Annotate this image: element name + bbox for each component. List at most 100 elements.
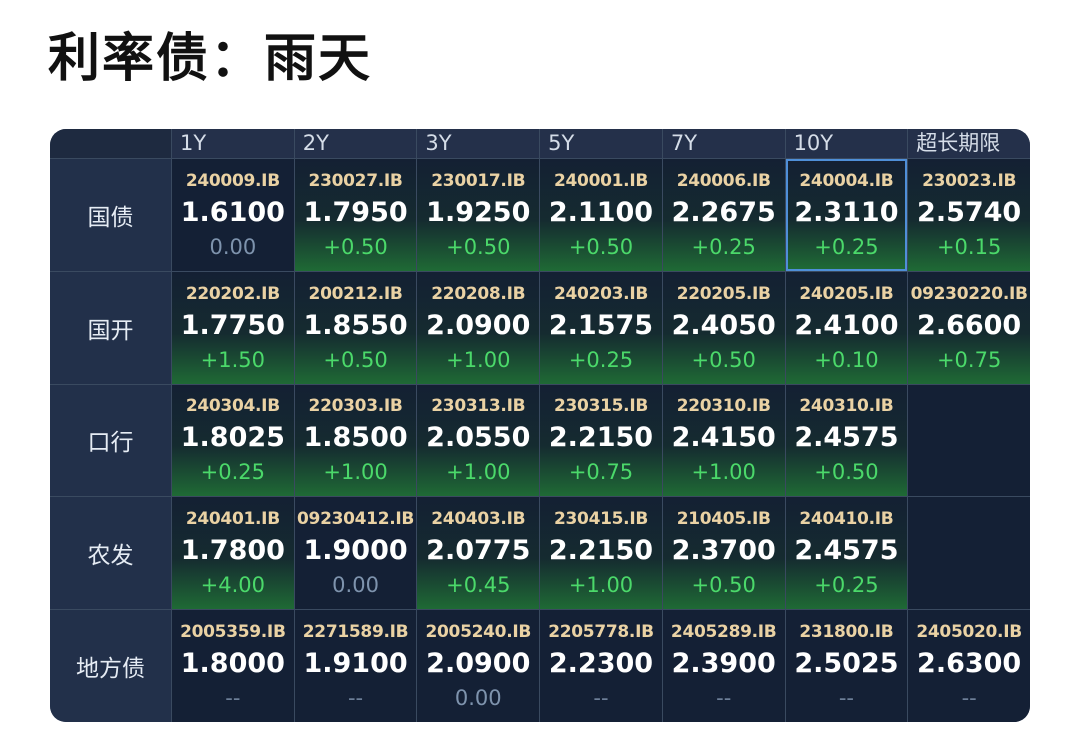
- bond-yield: 1.7800: [180, 535, 285, 567]
- bond-cell[interactable]: 220205.IB 2.4050 +0.50: [662, 271, 785, 384]
- bond-code: 09230412.IB: [297, 509, 415, 530]
- yield-change: +0.50: [323, 234, 388, 259]
- bond-yield: 2.5025: [794, 648, 899, 680]
- column-header[interactable]: 7Y: [662, 129, 785, 158]
- yield-change: +0.10: [814, 347, 879, 372]
- yield-change: +1.00: [568, 573, 634, 598]
- bond-cell[interactable]: 240403.IB 2.0775 +0.45: [417, 497, 540, 610]
- column-header[interactable]: 超长期限: [908, 129, 1030, 158]
- bond-cell[interactable]: 2271589.IB 1.9100 --: [294, 610, 417, 722]
- yield-change: +1.00: [323, 460, 388, 485]
- bond-cell[interactable]: 2405289.IB 2.3900 --: [662, 610, 785, 722]
- bond-cell[interactable]: 240203.IB 2.1575 +0.25: [540, 271, 662, 384]
- bond-cell[interactable]: 240205.IB 2.4100 +0.10: [785, 271, 908, 384]
- bond-code: 230027.IB: [308, 170, 403, 191]
- yield-change: 0.00: [332, 573, 379, 598]
- bond-cell[interactable]: 240001.IB 2.1100 +0.50: [540, 159, 662, 271]
- bond-cell[interactable]: 230027.IB 1.7950 +0.50: [294, 159, 417, 271]
- bond-cell[interactable]: 2405020.IB 2.6300 --: [908, 610, 1030, 722]
- bond-code: 240310.IB: [799, 396, 894, 417]
- yield-change: +1.50: [200, 347, 266, 372]
- yield-change: --: [593, 686, 609, 711]
- row-header[interactable]: 国债: [50, 159, 171, 271]
- bond-cell[interactable]: 240410.IB 2.4575 +0.25: [785, 497, 908, 610]
- bond-cell[interactable]: 240304.IB 1.8025 +0.25: [172, 384, 294, 497]
- bond-cell[interactable]: 220208.IB 2.0900 +1.00: [417, 271, 540, 384]
- bond-code: 220310.IB: [676, 396, 771, 417]
- row-header[interactable]: 农发: [50, 497, 171, 610]
- bond-yield: 1.7950: [303, 196, 408, 228]
- bond-yield: 1.8000: [180, 648, 285, 680]
- yield-change: 0.00: [454, 686, 502, 711]
- bond-cell[interactable]: 220303.IB 1.8500 +1.00: [294, 384, 417, 497]
- bond-yield: 2.2300: [548, 648, 654, 680]
- yield-change: +1.00: [446, 460, 511, 485]
- bond-code: 09230220.IB: [910, 283, 1028, 304]
- column-header[interactable]: 10Y: [785, 129, 908, 158]
- row-header[interactable]: 国开: [50, 271, 171, 384]
- bond-cell[interactable]: 230023.IB 2.5740 +0.15: [908, 159, 1030, 271]
- yield-change: --: [961, 686, 977, 711]
- bond-yield: 1.8550: [303, 309, 408, 341]
- bond-yield: 2.0550: [426, 422, 531, 454]
- bond-code: 2005359.IB: [180, 622, 286, 643]
- bond-yield: 2.0775: [426, 535, 531, 567]
- column-header[interactable]: 5Y: [540, 129, 662, 158]
- bond-cell[interactable]: 200212.IB 1.8550 +0.50: [294, 271, 417, 384]
- bond-code: 230023.IB: [922, 170, 1017, 191]
- bond-cell[interactable]: 220310.IB 2.4150 +1.00: [662, 384, 785, 497]
- bond-code: 2005240.IB: [425, 622, 532, 643]
- bond-cell[interactable]: 240006.IB 2.2675 +0.25: [662, 159, 785, 271]
- bond-code: 240205.IB: [799, 283, 894, 304]
- row-header[interactable]: 口行: [50, 384, 171, 497]
- bond-cell[interactable]: 220202.IB 1.7750 +1.50: [172, 271, 294, 384]
- bond-code: 210405.IB: [676, 509, 771, 530]
- yield-change: +0.45: [446, 573, 511, 598]
- bond-code: 230315.IB: [553, 396, 648, 417]
- column-header[interactable]: 2Y: [294, 129, 417, 158]
- column-header[interactable]: 1Y: [172, 129, 294, 158]
- yield-change: +0.50: [691, 347, 756, 372]
- bond-cell[interactable]: 09230220.IB 2.6600 +0.75: [908, 271, 1030, 384]
- yield-change: +1.00: [446, 347, 511, 372]
- yield-change: --: [716, 686, 732, 711]
- bond-code: 220205.IB: [676, 283, 771, 304]
- bond-yield: 1.6100: [180, 196, 285, 228]
- bond-cell[interactable]: 240310.IB 2.4575 +0.50: [785, 384, 908, 497]
- bond-cell[interactable]: 240009.IB 1.6100 0.00: [172, 159, 294, 271]
- bond-yield: 2.2150: [548, 535, 654, 567]
- bond-cell[interactable]: 230315.IB 2.2150 +0.75: [540, 384, 662, 497]
- bond-cell[interactable]: 09230412.IB 1.9000 0.00: [294, 497, 417, 610]
- bond-yield: 2.6300: [917, 648, 1022, 680]
- bond-code: 220202.IB: [185, 283, 280, 304]
- bond-code: 2405289.IB: [670, 622, 777, 643]
- bond-cell[interactable]: 240004.IB 2.3110 +0.25: [785, 159, 908, 271]
- bond-code: 240001.IB: [553, 170, 648, 191]
- bond-yield: 2.0900: [426, 648, 531, 680]
- bond-yield: 2.1100: [548, 196, 654, 228]
- yield-change: +0.25: [691, 234, 756, 259]
- bond-cell[interactable]: 2205778.IB 2.2300 --: [540, 610, 662, 722]
- bond-yield: 2.6600: [917, 309, 1022, 341]
- row-header[interactable]: 地方债: [50, 610, 171, 722]
- bond-cell[interactable]: 230313.IB 2.0550 +1.00: [417, 384, 540, 497]
- bond-cell[interactable]: 240401.IB 1.7800 +4.00: [172, 497, 294, 610]
- bond-yield: 1.9250: [426, 196, 531, 228]
- bond-cell[interactable]: 230017.IB 1.9250 +0.50: [417, 159, 540, 271]
- yield-change: +0.25: [200, 460, 266, 485]
- bond-cell[interactable]: 210405.IB 2.3700 +0.50: [662, 497, 785, 610]
- bond-cell[interactable]: 2005240.IB 2.0900 0.00: [417, 610, 540, 722]
- bond-code: 2405020.IB: [916, 622, 1022, 643]
- empty-cell: [908, 384, 1030, 497]
- yield-change: +0.50: [446, 234, 511, 259]
- bond-yield: 2.3900: [671, 648, 776, 680]
- bond-cell[interactable]: 230415.IB 2.2150 +1.00: [540, 497, 662, 610]
- bond-cell[interactable]: 231800.IB 2.5025 --: [785, 610, 908, 722]
- bond-yield: 2.2675: [671, 196, 776, 228]
- column-header[interactable]: 3Y: [417, 129, 540, 158]
- bond-yield: 2.4100: [794, 309, 899, 341]
- bond-code: 240403.IB: [431, 509, 526, 530]
- yield-change: --: [838, 686, 854, 711]
- yield-change: +0.25: [568, 347, 634, 372]
- bond-cell[interactable]: 2005359.IB 1.8000 --: [172, 610, 294, 722]
